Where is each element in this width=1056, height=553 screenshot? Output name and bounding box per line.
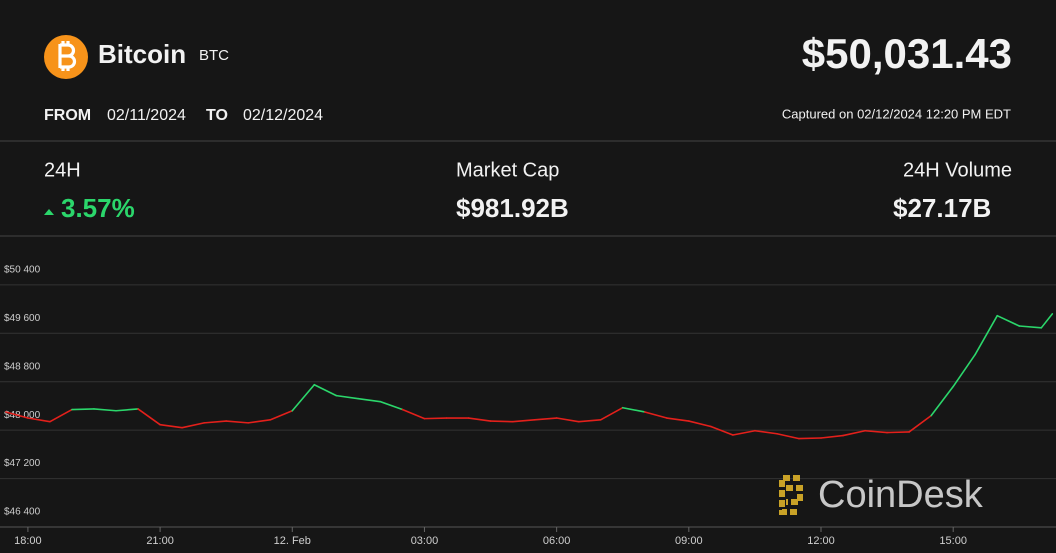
price-segment: [599, 406, 624, 421]
price-segment: [511, 419, 536, 423]
price-segment: [203, 420, 227, 424]
x-tick-label: 15:00: [939, 535, 967, 547]
price-segment: [754, 429, 778, 435]
price-segment: [688, 420, 712, 428]
x-tick-label: 12:00: [807, 535, 835, 547]
stat-value: $981.92B: [456, 193, 569, 223]
price-segment: [1018, 325, 1043, 329]
price-segment: [996, 314, 1021, 327]
price-segment: [357, 397, 382, 403]
coin-name: Bitcoin: [98, 39, 186, 69]
coin-symbol: BTC: [199, 47, 229, 64]
price-segment: [643, 411, 668, 419]
price-segment: [798, 437, 822, 440]
y-tick-label: $48 800: [4, 361, 41, 372]
price-segment: [710, 425, 734, 436]
x-tick-label: 12. Feb: [274, 535, 311, 547]
y-tick-label: $46 400: [4, 507, 41, 518]
price-segment: [489, 420, 514, 423]
price-segment: [732, 429, 756, 436]
y-tick-label: $49 600: [4, 313, 41, 324]
price-segment: [952, 353, 977, 388]
watermark-text: CoinDesk: [818, 474, 984, 516]
price-segment: [533, 417, 558, 421]
price-segment: [423, 417, 448, 420]
price-segment: [820, 434, 844, 439]
price-segment: [776, 432, 800, 440]
price-segment: [401, 408, 426, 420]
x-tick-label: 21:00: [146, 535, 174, 547]
price-segment: [313, 383, 338, 397]
price-segment: [886, 431, 910, 434]
watermark: CoinDesk: [779, 474, 984, 516]
price-segment: [181, 422, 205, 429]
from-date: 02/11/2024: [107, 107, 186, 124]
price-segment: [247, 419, 272, 424]
up-arrow: [44, 209, 54, 215]
bitcoin-symbol: [58, 41, 77, 71]
price-segment: [908, 414, 932, 433]
price-segment: [93, 408, 117, 412]
x-tick-label: 06:00: [543, 535, 571, 547]
price-segment: [467, 417, 492, 422]
watermark-icon: [779, 475, 803, 515]
price: $50,031.43: [802, 30, 1012, 77]
price-segment: [27, 417, 51, 423]
stat-label: Market Cap: [456, 159, 559, 181]
stat-value: 3.57%: [61, 193, 135, 223]
price-segment: [665, 417, 690, 422]
price-segment: [930, 385, 954, 417]
from-label: FROM: [44, 107, 91, 124]
price-segment: [225, 420, 250, 424]
x-tick-label: 03:00: [411, 535, 439, 547]
price-segment: [5, 411, 29, 419]
price-segment: [71, 408, 95, 411]
x-tick-label: 18:00: [14, 535, 42, 547]
y-tick-label: $47 200: [4, 458, 41, 469]
to-label: TO: [206, 107, 228, 124]
price-segment: [842, 429, 866, 437]
price-segment: [577, 419, 602, 423]
price-segment: [379, 400, 404, 411]
price-segment: [269, 409, 294, 421]
price-segment: [864, 429, 888, 434]
price-segment: [974, 314, 999, 356]
x-tick-label: 09:00: [675, 535, 703, 547]
to-date: 02/12/2024: [243, 107, 323, 124]
price-segment: [137, 408, 161, 426]
captured: Captured on 02/12/2024 12:20 PM EDT: [782, 106, 1011, 121]
price-segment: [291, 383, 316, 412]
price-segment: [115, 408, 139, 412]
stat-label: 24H Volume: [903, 159, 1012, 181]
price-segment: [49, 408, 73, 423]
price-segment: [159, 423, 183, 429]
price-segment: [621, 406, 646, 413]
price-segment: [1040, 313, 1054, 329]
y-tick-label: $50 400: [4, 264, 41, 275]
y-tick-label: $48 000: [4, 410, 41, 421]
price-segment: [555, 417, 580, 423]
price-segment: [335, 394, 360, 400]
stat-label: 24H: [44, 159, 81, 181]
stat-value: $27.17B: [893, 193, 991, 223]
